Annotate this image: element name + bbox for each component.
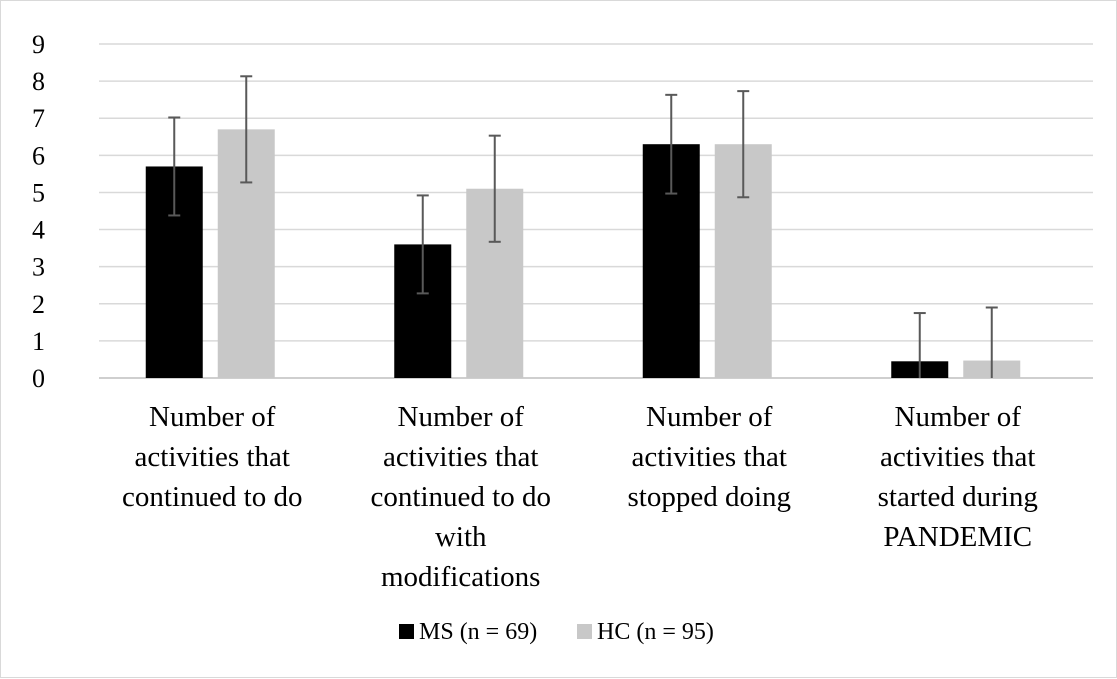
x-category-label: Number of: [398, 401, 525, 433]
y-tick-label: 6: [32, 141, 45, 170]
x-category-label: Number of: [646, 401, 773, 433]
y-tick-label: 2: [32, 290, 45, 319]
y-tick-label: 9: [32, 30, 45, 59]
x-category-label: started during: [878, 481, 1038, 513]
legend-label: HC (n = 95): [597, 619, 714, 645]
x-category-label: Number of: [149, 401, 276, 433]
x-category-label: modifications: [381, 561, 540, 593]
y-tick-label: 4: [32, 216, 45, 245]
x-category-label: with: [435, 521, 487, 553]
legend-swatch: [577, 624, 592, 639]
x-category-label: PANDEMIC: [883, 521, 1032, 553]
x-category-label: continued to do: [371, 481, 551, 513]
y-tick-label: 7: [32, 104, 45, 133]
y-tick-label: 5: [32, 178, 45, 207]
x-category-label: Number of: [895, 401, 1022, 433]
legend-swatch: [399, 624, 414, 639]
x-category-label: activities that: [383, 441, 538, 473]
x-category-label: activities that: [880, 441, 1035, 473]
y-tick-label: 1: [32, 327, 45, 356]
legend-label: MS (n = 69): [419, 619, 537, 645]
y-tick-label: 3: [32, 253, 45, 282]
y-tick-label: 0: [32, 364, 45, 393]
x-category-label: continued to do: [122, 481, 302, 513]
x-category-label: stopped doing: [627, 481, 791, 513]
x-category-label: activities that: [135, 441, 290, 473]
y-tick-label: 8: [32, 67, 45, 96]
x-category-label: activities that: [632, 441, 787, 473]
